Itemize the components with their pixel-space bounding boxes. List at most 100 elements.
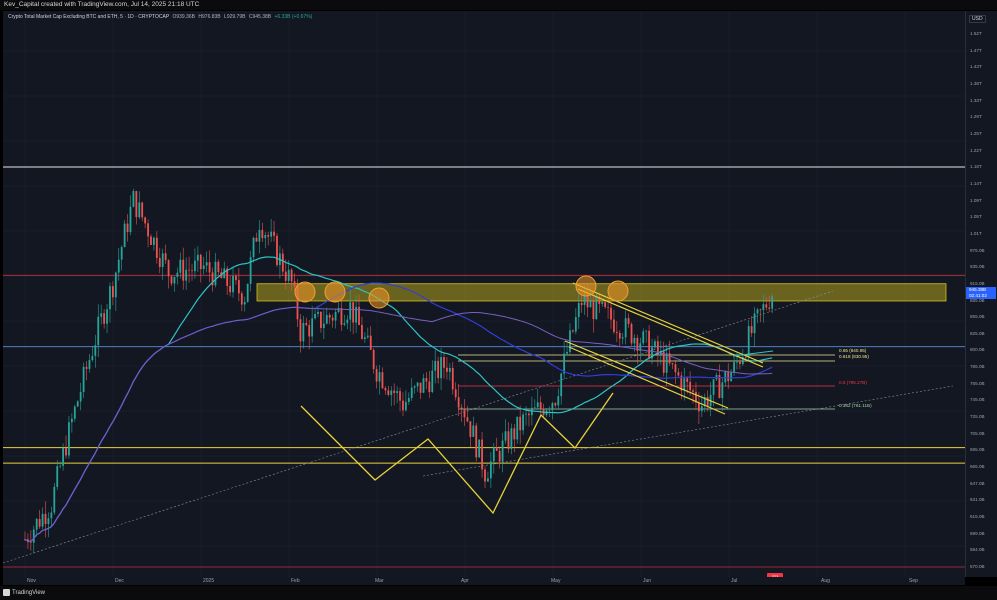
candle-body [484,469,486,482]
candle-body [466,417,469,422]
candle-body [768,307,771,309]
highlight-circle [368,287,390,309]
candle-body [598,296,601,304]
candle-body [431,370,434,393]
candle-body [569,330,571,352]
candle-body [185,269,188,281]
candle-body [577,303,580,318]
candle-body [378,372,381,382]
price-chart[interactable] [3,11,965,577]
candle-body [53,486,56,513]
candle-body [243,301,246,305]
candle-body [624,318,627,338]
candle-body [695,391,697,403]
resistance-zone [256,283,947,302]
tradingview-mark-icon [3,589,10,596]
low-value: L929.79B [224,14,246,20]
candle-body [340,308,343,325]
price-tick: 1.01T [970,230,982,236]
candle-body [47,518,50,525]
close-value: C945.38B [248,14,272,20]
candle-body [739,361,741,365]
price-axis[interactable]: USD 1.52T 1.47T 1.43T 1.38T 1.33T 1.29T 1.25T 1… [965,11,997,577]
candle-body [311,318,314,337]
trendline [3,290,834,564]
price-tick: 725.0B [970,414,985,420]
candle-body [519,416,522,431]
candle-body [489,461,492,479]
candle-body [155,237,158,258]
price-tick: 915.0B [970,280,985,286]
candle-body [498,450,501,462]
candle-body [117,259,120,273]
moving-average-blue [24,282,773,543]
highlight-circle [575,275,597,297]
candle-body [363,337,366,339]
candle-body [199,254,202,270]
candle-body [572,330,574,332]
candle-body [448,367,451,372]
candle-body [38,518,41,527]
candle-body [698,402,700,412]
candle-body [422,378,425,393]
candle-body [191,270,193,272]
time-label: Dec [115,578,124,584]
candle-body [229,285,231,293]
candle-body [416,382,419,387]
fib-label-065: 0.65 (840.95) [839,348,867,353]
candle-body [762,304,765,311]
candle-body [349,302,352,320]
fib-label-0382: 0.382 (761.11B) [839,403,872,408]
chart-pane[interactable]: Crypto Total Market Cap Excluding BTC an… [3,11,965,577]
candle-body [686,378,689,382]
price-tick: 705.0B [970,430,985,436]
price-tick: 1.43T [970,64,982,70]
event-marker[interactable]: 323 [767,573,783,577]
candle-body [305,322,308,326]
change-value: +6.33B (+0.67%) [274,14,313,20]
candle-body [621,337,624,339]
candle-body [132,191,135,207]
candle-body [120,247,123,260]
candle-body [346,319,349,324]
high-value: H976.83B [198,14,221,20]
candle-body [437,360,440,379]
time-label: Nov [27,578,36,584]
candle-body [123,223,126,248]
candle-body [270,231,273,237]
candle-body [85,366,88,369]
price-tick: 1.33T [970,97,982,103]
price-tick: 631.0B [970,497,985,503]
candle-body [176,272,179,277]
credit-text: Kev_Capital created with TradingView.com… [4,1,200,8]
candle-body [736,361,738,363]
price-tick: 665.0B [970,464,985,470]
candle-body [343,323,346,325]
candle-body [744,357,747,358]
candle-body [718,375,721,398]
candle-body [384,388,387,391]
candle-body [372,349,375,370]
candle-body [756,309,759,314]
candle-body [352,302,355,323]
breakout-line [732,350,774,357]
candle-body [580,303,583,305]
currency-label[interactable]: USD [969,15,986,23]
candle-body [407,398,410,402]
candle-body [103,313,106,324]
candle-body [607,307,609,308]
price-tick: 570.0B [970,564,985,569]
candle-body [249,257,252,284]
candle-body [153,237,155,245]
candle-body [730,372,733,382]
candle-body [129,206,132,233]
candle-body [76,401,79,407]
time-axis[interactable]: Nov Dec 2025 Feb Mar Apr May Jun Jul Aug Sep [3,577,965,585]
time-label: Jul [731,578,738,584]
candle-body [106,309,108,324]
candle-body [574,317,577,332]
candle-body [158,257,161,267]
candle-body [627,318,630,324]
candle-body [712,379,715,395]
candle-body [586,295,589,308]
